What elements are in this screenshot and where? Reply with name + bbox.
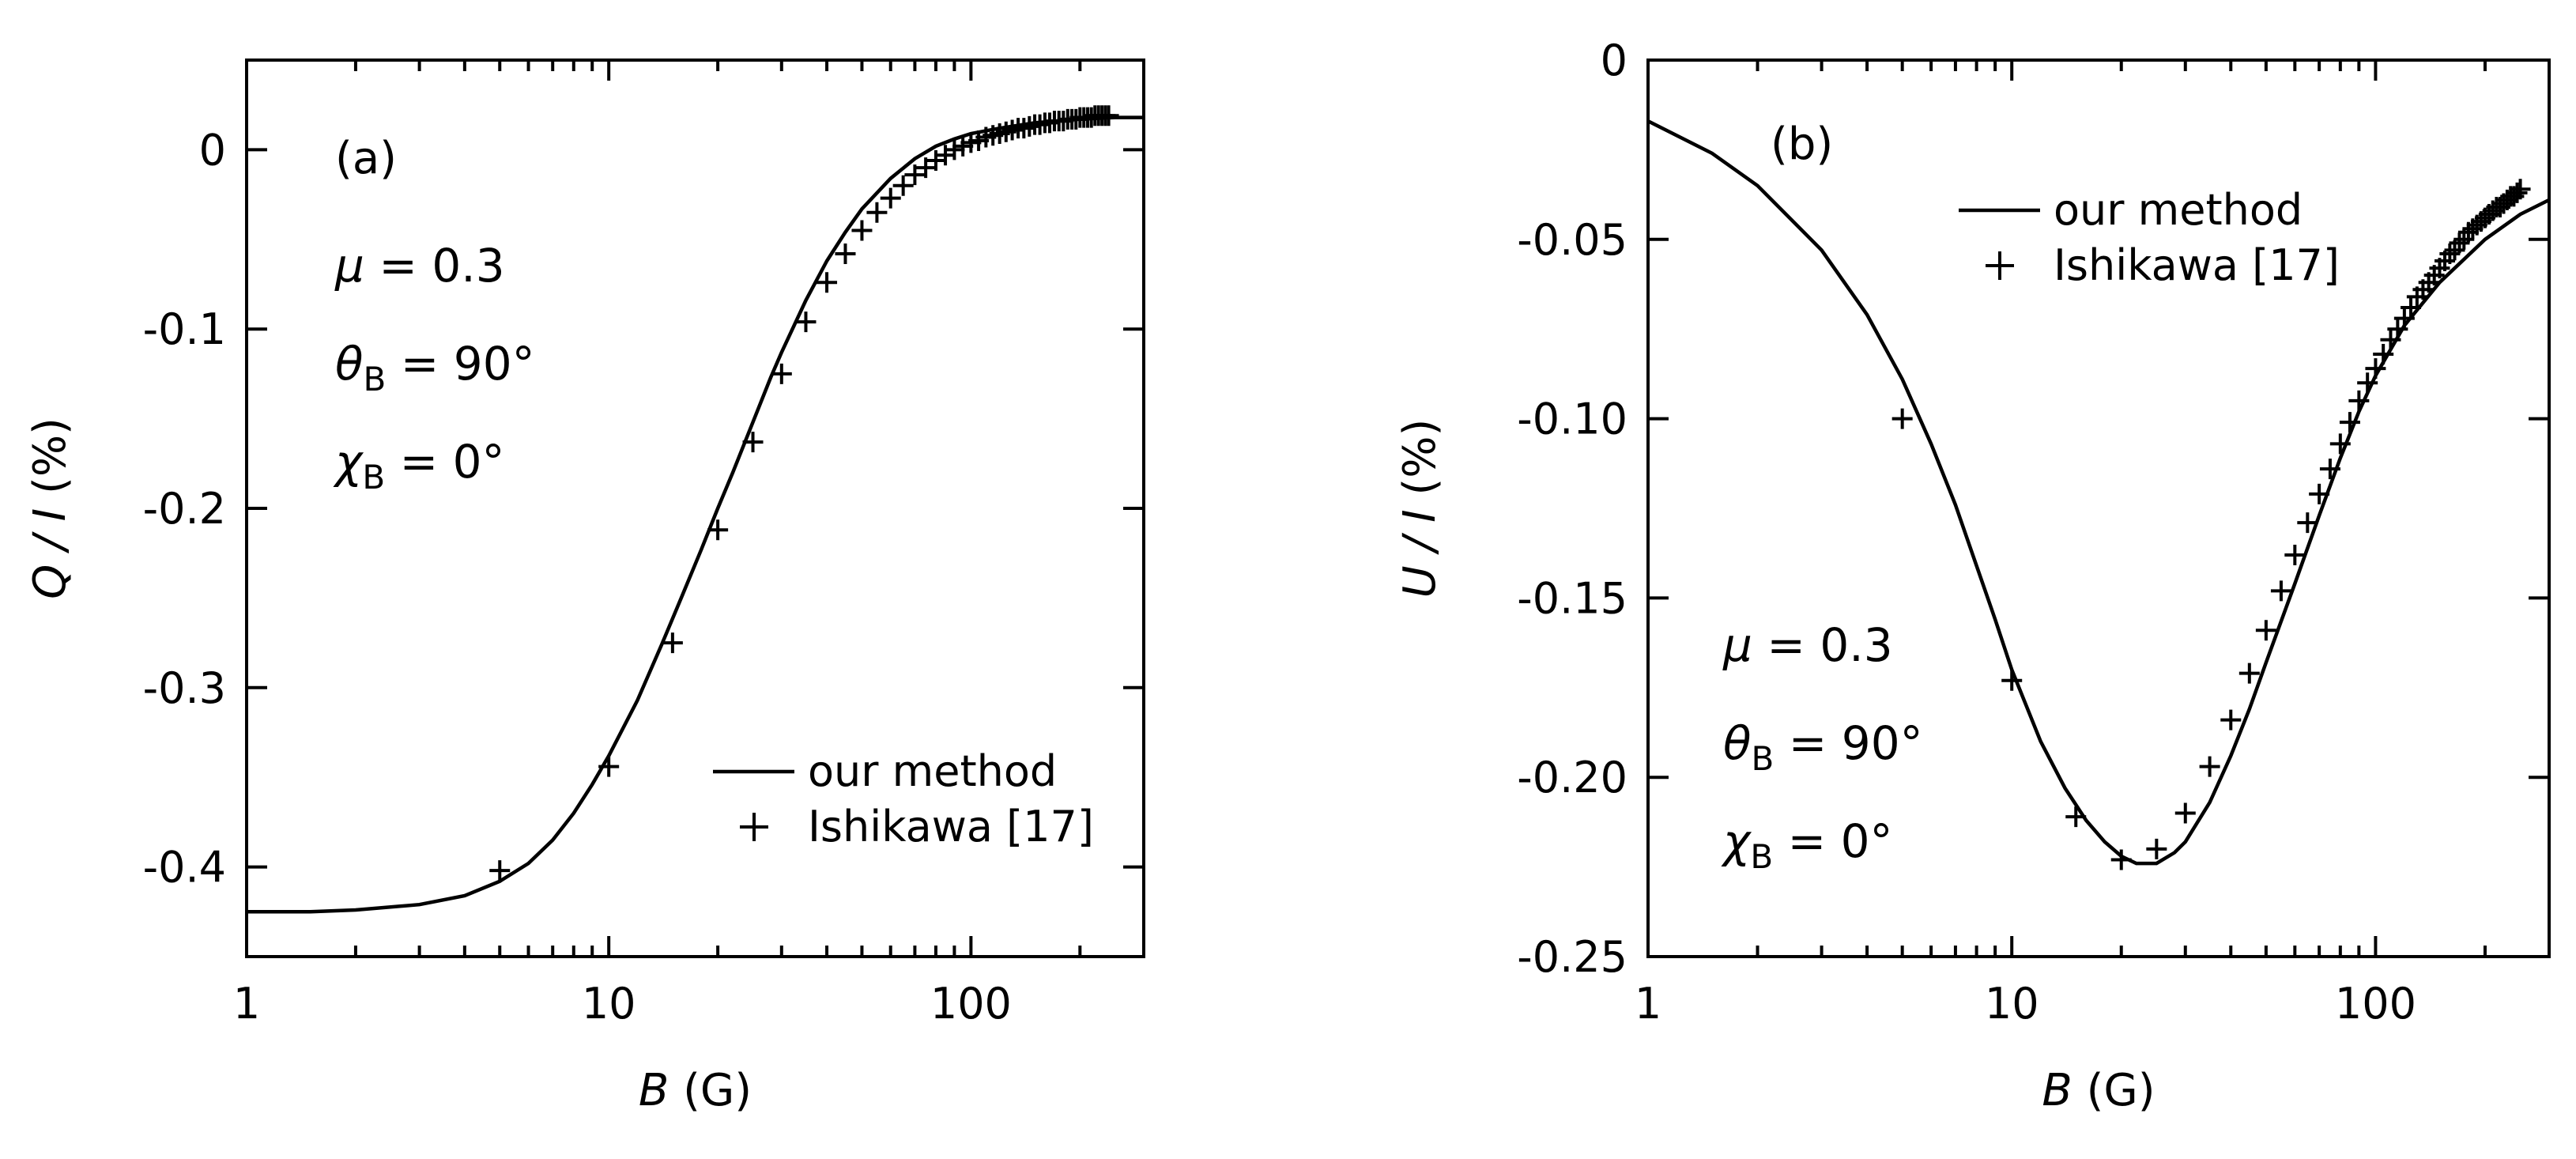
y-tick-label: -0.05 — [1517, 215, 1627, 265]
data-point-ishikawa — [1098, 105, 1119, 126]
data-point-ishikawa — [2270, 580, 2291, 602]
data-point-ishikawa — [880, 187, 901, 209]
data-point-ishikawa — [1053, 111, 1074, 132]
data-point-ishikawa — [2065, 806, 2087, 828]
legend-label: our method — [2054, 185, 2303, 235]
data-point-ishikawa — [2401, 296, 2422, 318]
data-point-ishikawa — [835, 243, 856, 264]
data-point-ishikawa — [2319, 459, 2340, 480]
legend-label: Ishikawa [17] — [2054, 240, 2340, 290]
param-label: θB = 90° — [335, 337, 535, 398]
chart-panel-a: 1 10 100 0 -0.1 -0.2 -0.3 -0.4 B (G) Q / I (%) (a)… — [25, 59, 1145, 1116]
data-point-ishikawa — [2449, 232, 2470, 254]
data-point-ishikawa — [2297, 512, 2318, 534]
data-point-ishikawa — [2255, 620, 2276, 641]
y-tick-label: -0.20 — [1517, 753, 1627, 802]
data-point-ishikawa — [2506, 182, 2528, 203]
data-point-ishikawa — [707, 519, 729, 541]
y-tick-label: -0.2 — [143, 484, 226, 534]
chart-panel-b: 1 10 100 0 -0.05 -0.10 -0.15 -0.20 -0.25 B (G) U /… — [1394, 36, 2551, 1116]
data-point-ishikawa — [2380, 329, 2401, 350]
data-point-ishikawa — [1019, 115, 1040, 137]
data-point-ishikawa — [2329, 433, 2351, 455]
param-label: μ = 0.3 — [334, 239, 505, 293]
data-point-ishikawa — [2365, 358, 2386, 379]
data-point-ishikawa — [851, 220, 873, 241]
series-line-our-method — [1648, 119, 2549, 866]
x-tick-label: 100 — [2335, 979, 2416, 1029]
data-point-ishikawa — [892, 175, 914, 196]
y-tick-label: -0.15 — [1517, 573, 1627, 623]
plot-frame — [1646, 59, 2551, 958]
y-tick-label: -0.3 — [143, 663, 226, 713]
data-point-ishikawa — [2373, 343, 2394, 364]
data-point-ishikawa — [1039, 112, 1061, 134]
data-point-ishikawa — [2348, 390, 2370, 411]
param-label: χB = 0° — [333, 435, 505, 496]
data-point-ishikawa — [2309, 483, 2330, 504]
data-point-ishikawa — [598, 756, 620, 777]
x-tick-label: 1 — [1635, 979, 1661, 1029]
data-point-ishikawa — [742, 432, 764, 453]
y-tick-label: -0.10 — [1517, 395, 1627, 444]
y-tick-label: -0.4 — [143, 843, 226, 893]
data-point-ishikawa — [2284, 544, 2306, 565]
data-point-ishikawa — [771, 363, 792, 384]
legend-plus-swatch — [1986, 251, 2014, 280]
y-tick-label: -0.1 — [143, 304, 226, 354]
data-point-ishikawa — [662, 632, 683, 654]
legend-label: Ishikawa [17] — [808, 802, 1094, 851]
x-tick-label: 100 — [930, 979, 1012, 1029]
data-point-ishikawa — [2510, 179, 2531, 200]
data-area — [247, 105, 1144, 914]
data-point-ishikawa — [2393, 308, 2415, 329]
panel-label: (a) — [335, 133, 397, 184]
data-point-ishikawa — [2220, 709, 2242, 731]
data-point-ishikawa — [795, 311, 817, 333]
data-point-ishikawa — [944, 139, 965, 160]
legend-label: our method — [808, 746, 1057, 796]
y-tick-label: 0 — [199, 125, 226, 175]
x-tick-label: 1 — [233, 979, 260, 1029]
data-point-ishikawa — [2001, 670, 2023, 691]
data-point-ishikawa — [2146, 838, 2167, 859]
data-point-ishikawa — [2387, 319, 2408, 340]
data-point-ishikawa — [904, 164, 926, 186]
y-axis-title: U / I (%) — [1394, 419, 1446, 598]
data-point-ishikawa — [2174, 802, 2196, 824]
y-tick-label: -0.25 — [1517, 932, 1627, 982]
data-point-ishikawa — [2439, 243, 2461, 264]
data-point-ishikawa — [935, 145, 956, 166]
data-point-ishikawa — [2339, 412, 2360, 433]
data-point-ishikawa — [2238, 663, 2260, 684]
panel-label: (b) — [1771, 119, 1833, 170]
param-label: χB = 0° — [1721, 814, 1893, 876]
data-point-ishikawa — [489, 860, 511, 882]
data-point-ishikawa — [2110, 849, 2132, 870]
x-tick-label: 10 — [1985, 979, 2039, 1029]
data-point-ishikawa — [866, 202, 888, 223]
param-label: μ = 0.3 — [1722, 618, 1893, 672]
x-axis-title: B (G) — [639, 1065, 752, 1116]
data-point-ishikawa — [1891, 408, 1913, 429]
data-point-ishikawa — [2357, 372, 2378, 394]
y-tick-label: 0 — [1601, 36, 1627, 85]
data-area — [1648, 119, 2549, 870]
data-point-ishikawa — [817, 272, 838, 293]
data-point-ishikawa — [2199, 756, 2220, 777]
param-label: θB = 90° — [1723, 716, 1923, 778]
legend-plus-swatch — [740, 813, 768, 841]
legend: our method Ishikawa [17] — [713, 746, 1094, 851]
x-tick-label: 10 — [582, 979, 636, 1029]
x-axis-title: B (G) — [2042, 1065, 2155, 1116]
y-axis-title: Q / I (%) — [25, 417, 76, 599]
data-point-ishikawa — [1029, 114, 1050, 135]
